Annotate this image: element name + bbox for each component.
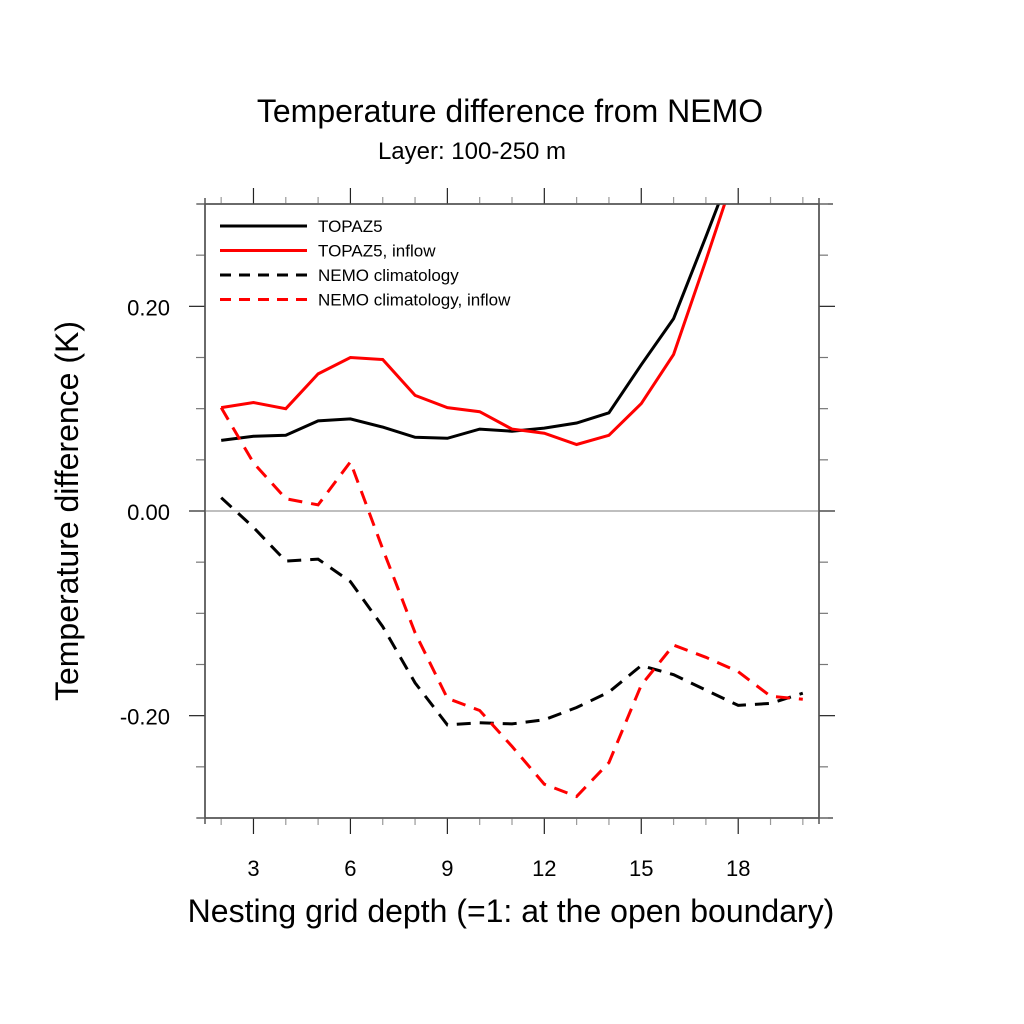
plot-frame (204, 203, 820, 819)
x-tick-label: 6 (344, 856, 356, 881)
series-line-2 (220, 204, 727, 447)
y-axis-label: Temperature difference (K) (49, 321, 85, 701)
series-line-1 (221, 204, 721, 442)
chart-subtitle: Layer: 100-250 m (378, 138, 566, 165)
series-line-3 (220, 496, 804, 727)
x-tick-label: 15 (629, 856, 653, 881)
series-group (219, 204, 804, 799)
x-tick-label: 9 (441, 856, 453, 881)
legend-label: TOPAZ5, inflow (318, 242, 436, 261)
x-tick-label: 3 (247, 856, 259, 881)
x-tick-label: 18 (726, 856, 750, 881)
x-tick-label: 12 (532, 856, 556, 881)
y-tick-label: -0.20 (120, 705, 170, 730)
y-tick-label: 0.00 (127, 500, 170, 525)
legend-label: NEMO climatology, inflow (318, 291, 511, 310)
series-line-4 (219, 406, 803, 799)
legend-label: TOPAZ5 (318, 217, 383, 236)
tick-labels: 3 6 9 12 15 18 -0.20 0.00 0.20 (120, 295, 751, 881)
x-axis-label: Nesting grid depth (=1: at the open boun… (188, 893, 835, 929)
y-tick-label: 0.20 (127, 295, 170, 320)
plot-area-border (204, 203, 820, 819)
legend: TOPAZ5 TOPAZ5, inflow NEMO climatology NEMO… (220, 217, 511, 310)
legend-label: NEMO climatology (318, 266, 459, 285)
chart-title: Temperature difference from NEMO (257, 93, 763, 129)
